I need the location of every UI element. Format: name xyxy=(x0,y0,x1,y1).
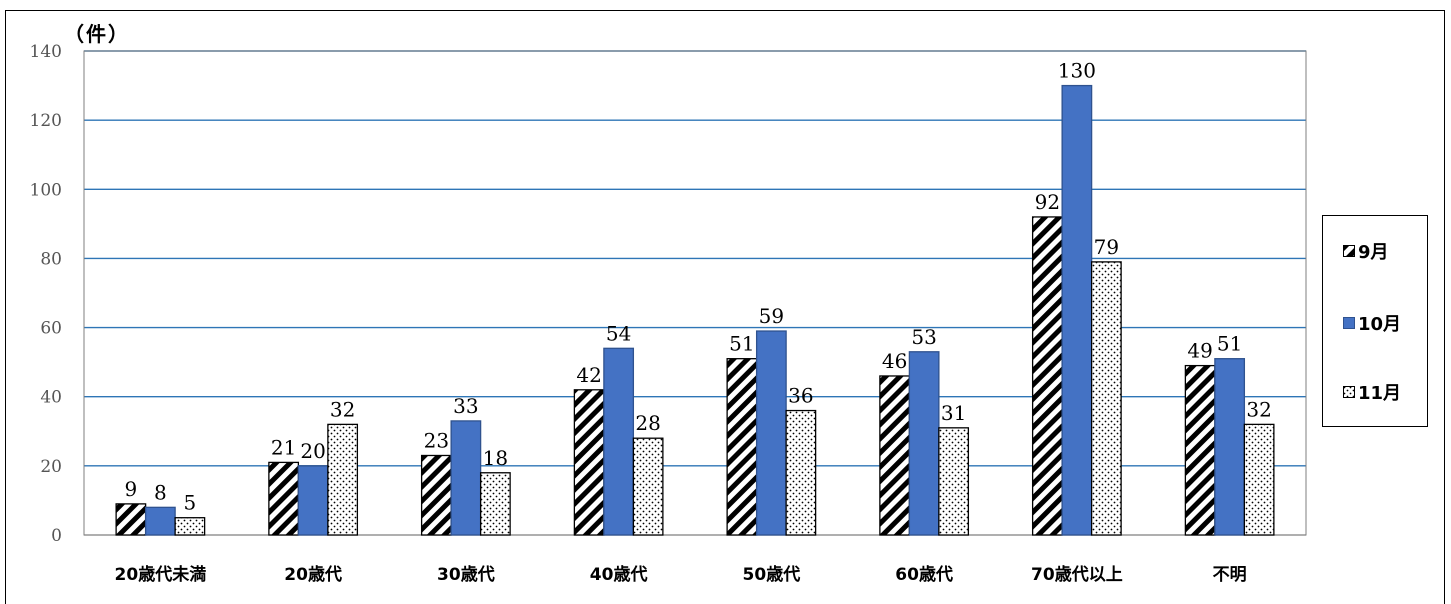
data-label: 33 xyxy=(453,394,478,418)
y-tick-label: 60 xyxy=(40,319,62,339)
bar-nov xyxy=(632,437,664,536)
bar-sep xyxy=(879,375,911,536)
bar-nov xyxy=(785,409,817,536)
y-tick-label: 40 xyxy=(40,388,62,408)
legend: 9月 10月 11月 xyxy=(1322,215,1428,427)
data-label: 49 xyxy=(1187,339,1212,363)
bar-sep xyxy=(573,389,605,536)
bar-oct xyxy=(1061,84,1093,536)
bar-oct xyxy=(450,420,482,536)
data-label: 130 xyxy=(1058,59,1096,83)
data-label: 92 xyxy=(1035,190,1060,214)
bar-oct xyxy=(297,465,329,536)
bar-nov xyxy=(938,427,970,536)
bar-sep xyxy=(420,454,452,536)
data-label: 54 xyxy=(606,321,631,345)
bar-nov xyxy=(1090,261,1122,536)
data-label: 42 xyxy=(576,363,601,387)
x-tick-label: 40歳代 xyxy=(590,564,648,585)
data-label: 18 xyxy=(483,446,508,470)
plot-area-border xyxy=(83,50,1307,536)
data-label: 21 xyxy=(271,435,296,459)
x-tick-label: 50歳代 xyxy=(743,564,801,585)
legend-item-oct: 10月 xyxy=(1343,310,1401,336)
data-label: 23 xyxy=(424,428,449,452)
data-label: 79 xyxy=(1094,235,1119,259)
legend-swatch-solid xyxy=(1343,317,1355,329)
data-label: 20 xyxy=(300,439,325,463)
data-label: 36 xyxy=(788,384,813,408)
bar-oct xyxy=(908,351,940,536)
bar-sep xyxy=(726,358,758,536)
data-labels: 9 8 521 20322333184254285159364653319213079… xyxy=(125,59,1272,515)
x-axis-ticks: 20歳代未満 20歳代 30歳代 40歳代 50歳代 60歳代 70歳代以上 不明 xyxy=(115,564,1247,585)
x-tick-label: 20歳代 xyxy=(284,564,342,585)
bars xyxy=(115,84,1275,536)
legend-swatch-dots xyxy=(1343,386,1355,398)
legend-item-sep: 9月 xyxy=(1343,238,1389,264)
gridlines xyxy=(83,50,1307,536)
data-label: 51 xyxy=(729,332,754,356)
data-label: 46 xyxy=(882,349,907,373)
legend-item-nov: 11月 xyxy=(1343,379,1401,405)
legend-swatch-hatch xyxy=(1343,245,1355,257)
x-tick-label: 70歳代以上 xyxy=(1031,564,1123,585)
bar-sep xyxy=(115,503,147,536)
legend-label-sep: 9月 xyxy=(1358,242,1389,263)
x-tick-label: 30歳代 xyxy=(437,564,495,585)
data-label: 51 xyxy=(1217,332,1242,356)
y-tick-label: 140 xyxy=(30,42,62,62)
bar-nov xyxy=(174,517,206,536)
legend-label-nov: 11月 xyxy=(1358,383,1402,404)
x-tick-label: 不明 xyxy=(1213,565,1247,585)
data-label: 5 xyxy=(184,491,197,515)
x-tick-label: 60歳代 xyxy=(895,564,953,585)
y-tick-label: 100 xyxy=(30,180,62,200)
bar-oct xyxy=(755,330,787,536)
data-label: 59 xyxy=(759,304,784,328)
data-label: 9 xyxy=(125,477,138,501)
y-axis-unit-label: （件） xyxy=(64,22,130,46)
data-label: 32 xyxy=(330,397,355,421)
data-label: 28 xyxy=(635,411,660,435)
bar-oct xyxy=(144,506,176,536)
data-label: 31 xyxy=(941,401,966,425)
bar-oct xyxy=(603,347,635,536)
bar-nov xyxy=(327,423,359,536)
bar-nov xyxy=(1243,423,1275,536)
x-tick-label: 20歳代未満 xyxy=(115,564,207,585)
y-tick-label: 120 xyxy=(30,111,62,131)
data-label: 32 xyxy=(1246,397,1271,421)
y-tick-label: 0 xyxy=(51,526,62,546)
data-label: 8 xyxy=(154,480,167,504)
legend-label-oct: 10月 xyxy=(1358,314,1402,335)
bar-sep xyxy=(1184,364,1216,536)
bar-oct xyxy=(1214,358,1246,536)
bar-sep xyxy=(1031,216,1063,536)
y-tick-label: 80 xyxy=(40,249,62,269)
data-label: 53 xyxy=(911,325,936,349)
bar-sep xyxy=(268,461,300,536)
y-axis-ticks: 0 20 40 60 80 100 120 140 xyxy=(30,42,62,546)
bar-nov xyxy=(479,472,511,536)
y-tick-label: 20 xyxy=(40,457,62,477)
